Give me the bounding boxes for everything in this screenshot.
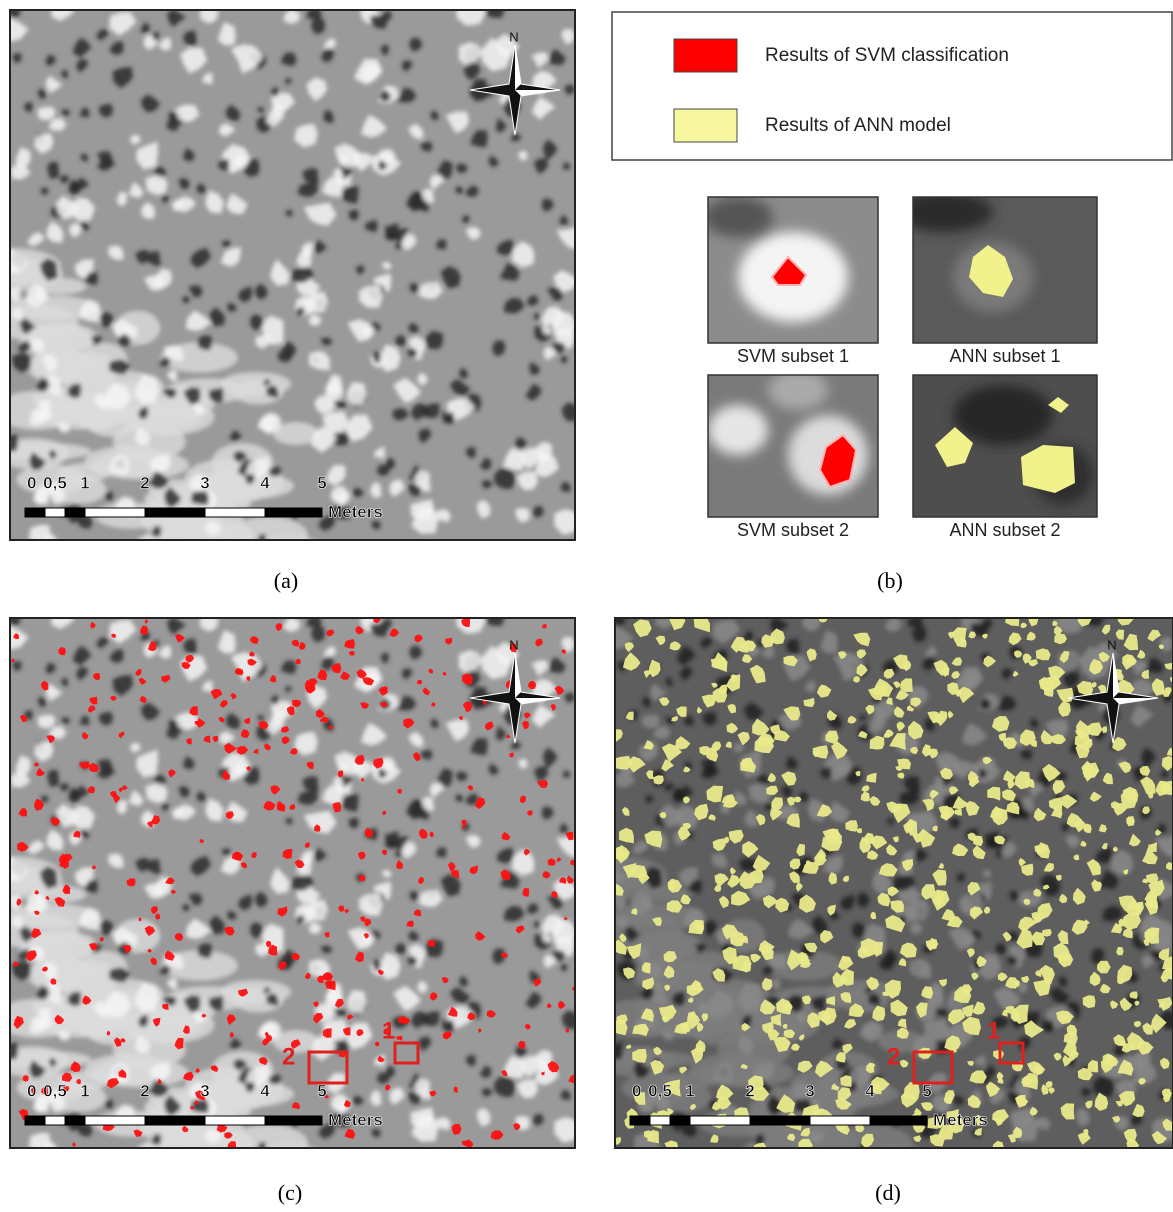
subset-caption: ANN subset 2: [949, 520, 1060, 540]
subset-caption: ANN subset 1: [949, 346, 1060, 366]
scale-tick-label: 4: [260, 473, 270, 492]
scale-segment: [45, 508, 65, 517]
subset-content: [913, 375, 1097, 517]
scale-tick-label: 4: [865, 1081, 875, 1100]
scale-tick-label: 0: [27, 1081, 36, 1100]
scale-tick-label: 2: [745, 1081, 754, 1100]
scale-segment: [630, 1116, 650, 1125]
scale-tick-label: 3: [200, 1081, 209, 1100]
light-area: [120, 1007, 215, 1044]
light-area: [175, 1144, 252, 1182]
sample-box-label: 1: [382, 1017, 395, 1044]
legend-label: Results of SVM classification: [765, 45, 1009, 66]
map-image: [569, 604, 1173, 1195]
light-area: [229, 517, 309, 557]
scale-tick-label: 0,5: [648, 1081, 672, 1100]
sample-box-label: 1: [987, 1017, 1000, 1044]
scale-segment: [145, 508, 205, 517]
light-area: [802, 1155, 859, 1195]
subset-spot: [893, 192, 993, 232]
panel-label: (a): [274, 568, 298, 593]
scale-tick-label: 0,5: [43, 1081, 67, 1100]
scale-segment: [85, 1116, 145, 1125]
legend-label: Results of ANN model: [765, 115, 951, 136]
scale-tick-label: 4: [260, 1081, 270, 1100]
scale-tick-label: 0: [27, 473, 36, 492]
subset-caption: SVM subset 1: [737, 346, 849, 366]
scale-segment: [810, 1116, 870, 1125]
scale-tick-label: 1: [80, 1081, 89, 1100]
scale-tick-label: 0: [632, 1081, 641, 1100]
scale-tick-label: 1: [685, 1081, 694, 1100]
scale-segment: [670, 1116, 690, 1125]
scale-segment: [265, 1116, 322, 1125]
legend-swatch-svm: [674, 39, 737, 72]
subset-spot: [953, 385, 1053, 445]
scale-tick-label: 3: [805, 1081, 814, 1100]
subset-caption: SVM subset 2: [737, 520, 849, 540]
subset-image: [893, 192, 1097, 343]
scale-unit: Meters: [328, 1110, 383, 1129]
scale-tick-label: 3: [200, 473, 209, 492]
scale-tick-label: 5: [317, 473, 326, 492]
scale-segment: [870, 1116, 927, 1125]
scale-segment: [205, 508, 265, 517]
subset-content: [893, 192, 1097, 343]
panel-label: (d): [875, 1180, 901, 1205]
north-label: N: [509, 637, 518, 652]
scale-segment: [145, 1116, 205, 1125]
subset-content: [708, 370, 878, 517]
scale-segment: [65, 1116, 85, 1125]
panel-label: (c): [278, 1180, 302, 1205]
subset-image: [703, 197, 878, 343]
light-area: [175, 536, 252, 574]
light-area: [229, 1125, 309, 1165]
sample-box-label: 2: [282, 1043, 295, 1070]
subset-content: [703, 197, 878, 343]
subset-spot: [708, 405, 768, 455]
scale-segment: [85, 508, 145, 517]
light-area: [598, 1051, 697, 1068]
light-area: [197, 547, 254, 587]
north-label: N: [1107, 637, 1116, 652]
scale-segment: [65, 508, 85, 517]
scale-unit: Meters: [933, 1110, 988, 1129]
legend-swatch-ann: [674, 109, 737, 142]
scale-tick-label: 0,5: [43, 473, 67, 492]
light-area: [243, 1144, 333, 1183]
scale-tick-label: 1: [80, 473, 89, 492]
map-image: [0, 604, 585, 1195]
scale-segment: [750, 1116, 810, 1125]
light-area: [594, 913, 684, 949]
scale-segment: [265, 508, 322, 517]
scale-segment: [25, 508, 45, 517]
subset-spot: [768, 370, 828, 410]
scale-segment: [45, 1116, 65, 1125]
scale-segment: [650, 1116, 670, 1125]
light-area: [197, 1155, 254, 1195]
light-area: [848, 1144, 938, 1183]
figure: Results of SVM classification Results of…: [0, 0, 1173, 1207]
sample-box-label: 2: [887, 1043, 900, 1070]
scale-tick-label: 2: [140, 473, 149, 492]
scale-segment: [690, 1116, 750, 1125]
scale-segment: [25, 1116, 45, 1125]
north-label: N: [509, 29, 518, 44]
subset-image: [708, 370, 878, 517]
subset-spot: [703, 197, 773, 237]
subset-image: [913, 375, 1097, 517]
panel-label: (b): [877, 568, 903, 593]
light-area: [120, 399, 215, 436]
scale-segment: [205, 1116, 265, 1125]
scale-unit: Meters: [328, 502, 383, 521]
scale-tick-label: 2: [140, 1081, 149, 1100]
light-area: [780, 1144, 857, 1182]
